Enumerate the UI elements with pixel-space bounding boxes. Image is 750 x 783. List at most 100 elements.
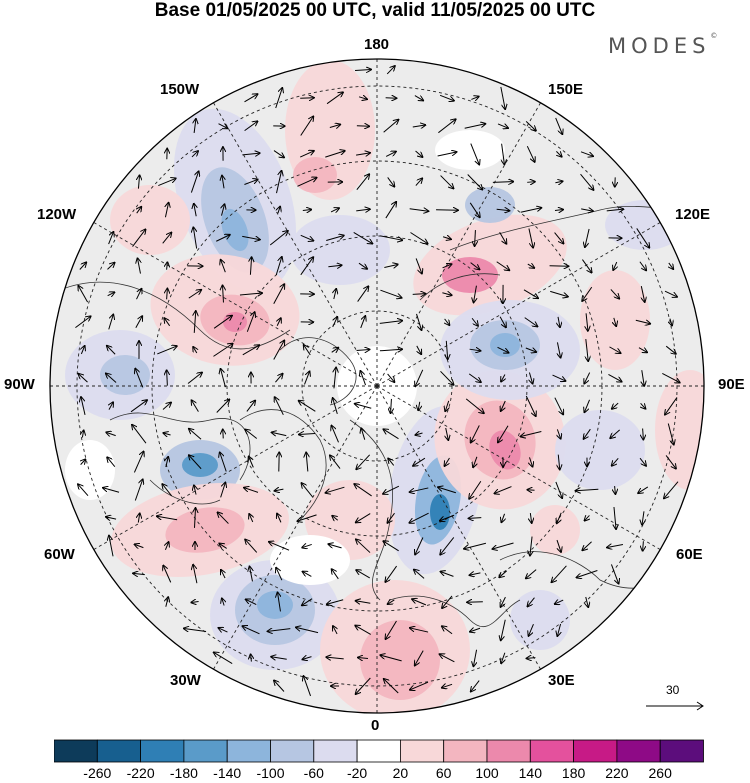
wind-vector: [499, 570, 508, 577]
wind-vector: [530, 536, 532, 556]
wind-vector: [608, 373, 621, 381]
wind-vector: [379, 349, 402, 351]
wind-vector: [383, 120, 399, 133]
wind-vector: [184, 628, 207, 631]
wind-vector: [584, 372, 591, 384]
wind-vector: [79, 374, 88, 383]
meridian-line: [376, 220, 664, 387]
map-title: Base 01/05/2025 00 UTC, valid 11/05/2025…: [154, 0, 596, 21]
meridian-line: [376, 385, 543, 673]
wind-vector: [277, 318, 281, 326]
colorbar-swatch: [183, 739, 228, 763]
wind-vector: [194, 204, 196, 217]
wind-vector: [106, 373, 117, 383]
wind-vector: [501, 374, 505, 381]
wind-vector: [470, 143, 479, 165]
wind-vector: [527, 264, 534, 268]
wind-vector: [187, 373, 202, 384]
anomaly-shade: [465, 187, 515, 223]
wind-vector: [495, 486, 512, 494]
wind-vector: [278, 593, 281, 612]
wind-vector: [133, 573, 145, 574]
wind-vector: [246, 312, 254, 332]
wind-vector: [300, 234, 314, 240]
coastline: [279, 337, 357, 406]
wind-vector: [194, 119, 196, 134]
wind-vector: [167, 262, 168, 270]
wind-vector: [218, 123, 228, 129]
wind-vector: [557, 429, 560, 438]
wind-vector: [415, 537, 424, 554]
wind-vector: [192, 400, 199, 412]
wind-vector: [470, 573, 481, 575]
wind-vector: [525, 395, 535, 416]
wind-vector: [334, 289, 336, 300]
wind-vector: [526, 145, 534, 162]
lon-label-150w: 150W: [160, 81, 200, 98]
wind-vector: [446, 340, 447, 359]
wind-vector: [473, 649, 476, 666]
wind-vector: [442, 595, 453, 608]
wind-vector: [193, 227, 198, 249]
wind-vector: [384, 264, 397, 267]
wind-vector: [643, 541, 644, 550]
wind-vector: [582, 541, 592, 550]
wind-vector: [106, 517, 117, 519]
wind-vector: [585, 515, 590, 520]
wind-vector: [326, 92, 343, 105]
wind-vector: [189, 429, 202, 440]
colorbar-swatch: [270, 739, 315, 763]
wind-vector: [385, 565, 398, 582]
wind-vector: [194, 508, 195, 528]
wind-vector: [464, 124, 486, 129]
wind-vector: [109, 536, 114, 557]
wind-vector: [418, 401, 420, 410]
wind-vector: [328, 265, 341, 267]
wind-vector: [332, 516, 339, 520]
wind-vector: [300, 257, 313, 276]
wind-vector: [409, 512, 429, 523]
wind-vector: [300, 98, 314, 99]
wind-vector: [437, 152, 457, 157]
wind-vector: [523, 289, 538, 298]
lon-label-30w: 30W: [170, 672, 201, 689]
wind-vector: [216, 235, 229, 242]
wind-vector: [162, 484, 173, 497]
wind-vector: [388, 600, 395, 604]
wind-vector: [108, 232, 114, 245]
wind-vector: [242, 236, 260, 239]
wind-vector: [498, 425, 509, 443]
wind-vector: [219, 628, 228, 632]
wind-vector: [530, 513, 531, 523]
colorbar: [54, 739, 704, 763]
wind-vector: [527, 490, 535, 491]
wind-vector: [251, 654, 252, 662]
colorbar-swatch: [96, 739, 141, 763]
wind-vector: [442, 293, 451, 295]
wind-vector: [467, 174, 483, 189]
wind-vector: [413, 457, 426, 466]
coastline: [239, 409, 327, 521]
wind-vector: [193, 347, 197, 354]
lon-label-120e: 120E: [675, 206, 711, 223]
wind-vector: [665, 345, 676, 354]
wind-vector: [132, 425, 147, 444]
wind-vector: [580, 173, 594, 190]
anomaly-shade: [290, 215, 390, 285]
wind-vector: [440, 537, 455, 554]
wind-vector: [134, 479, 142, 501]
wind-vector: [190, 171, 198, 193]
wind-vector: [353, 232, 373, 243]
wind-vector: [239, 293, 262, 295]
wind-vector: [331, 426, 339, 443]
wind-vector: [162, 233, 172, 244]
wind-vector: [138, 513, 139, 523]
wind-vector: [438, 119, 455, 134]
wind-vector: [78, 286, 89, 303]
wind-vector: [669, 262, 673, 269]
wind-vector: [380, 655, 402, 662]
wind-vector: [385, 152, 396, 157]
wind-vector: [471, 680, 480, 692]
wind-vector: [415, 178, 422, 186]
colorbar-tick-label: -100: [256, 765, 285, 781]
